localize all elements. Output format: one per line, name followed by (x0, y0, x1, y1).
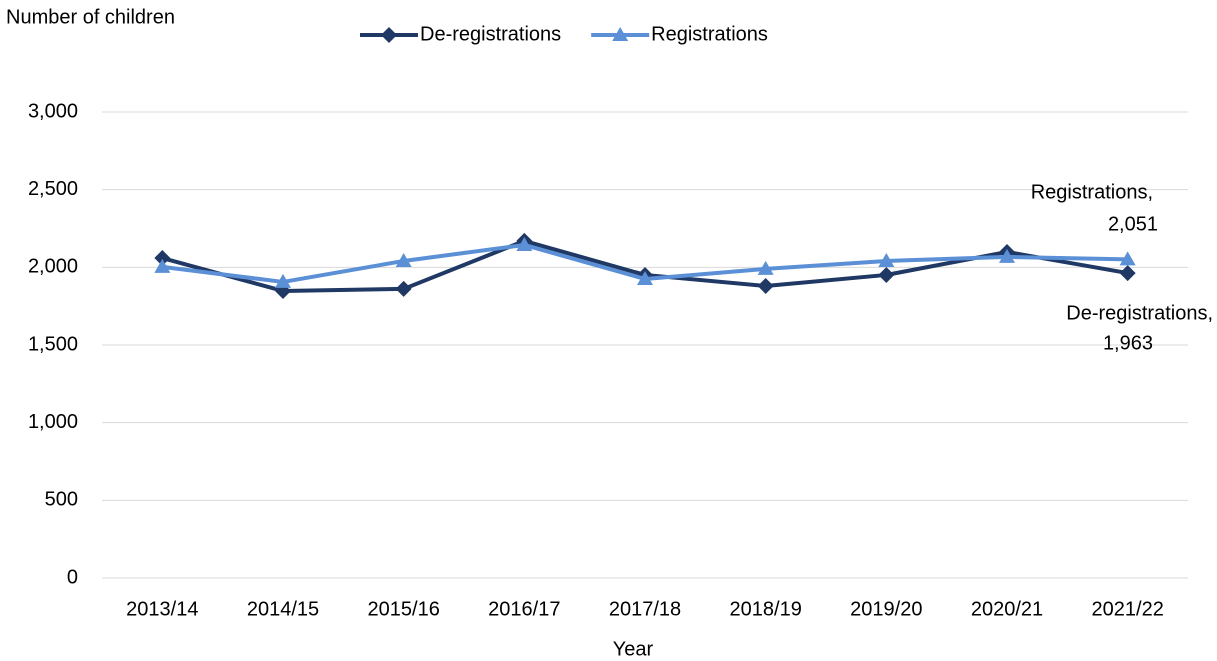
legend-label: De-registrations (420, 23, 561, 45)
y-tick-label: 500 (45, 489, 78, 511)
data-point (757, 277, 774, 294)
data-point (395, 280, 412, 297)
x-tick-label: 2017/18 (609, 598, 681, 620)
data-label-name: Registrations, (1031, 181, 1153, 203)
x-axis-title: Year (613, 638, 654, 660)
x-tick-label: 2020/21 (971, 598, 1043, 620)
x-tick-label: 2014/15 (247, 598, 319, 620)
y-tick-label: 1,500 (28, 333, 78, 355)
legend-label: Registrations (651, 23, 768, 45)
data-point (154, 250, 171, 267)
y-tick-label: 2,000 (28, 256, 78, 278)
x-tick-label: 2013/14 (126, 598, 198, 620)
x-tick-label: 2015/16 (368, 598, 440, 620)
data-point (154, 258, 171, 273)
data-label: 2,051 (1108, 213, 1158, 235)
data-point (878, 252, 895, 267)
data-label-name: De-registrations, (1066, 302, 1213, 324)
data-point (516, 236, 533, 251)
x-tick-label: 2016/17 (488, 598, 560, 620)
data-point (637, 270, 653, 285)
x-tick-label: 2019/20 (850, 598, 922, 620)
data-point (1119, 251, 1136, 266)
data-point (878, 266, 895, 283)
x-tick-label: 2021/22 (1092, 598, 1164, 620)
legend-marker (612, 27, 629, 41)
data-point (757, 260, 774, 275)
y-tick-label: 2,500 (28, 178, 78, 200)
data-point (275, 273, 291, 288)
data-point (999, 248, 1015, 263)
data-point (1119, 265, 1136, 282)
y-tick-label: 1,000 (28, 411, 78, 433)
y-axis-title: Number of children (6, 6, 175, 28)
legend-marker (381, 27, 397, 43)
x-tick-label: 2018/19 (730, 598, 802, 620)
y-tick-label: 0 (67, 566, 78, 588)
data-label: 1,963 (1103, 332, 1153, 354)
y-tick-label: 3,000 (28, 100, 78, 122)
data-point (395, 252, 412, 267)
